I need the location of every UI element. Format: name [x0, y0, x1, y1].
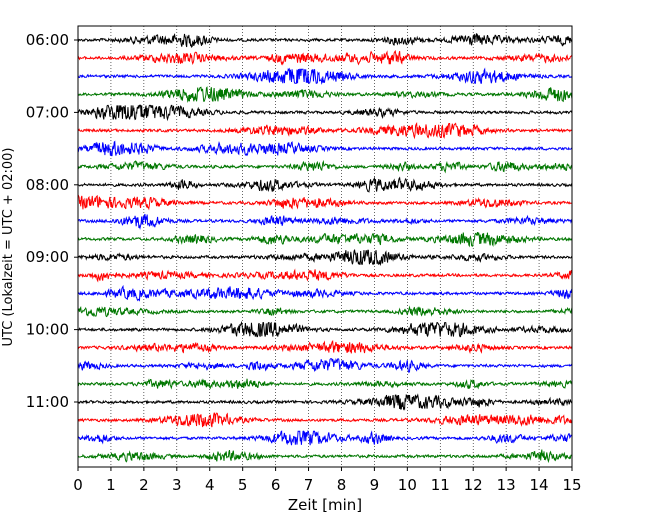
trace-line — [77, 86, 573, 103]
x-tick-label: 8 — [337, 476, 347, 494]
y-tick-label: 08:00 — [26, 176, 69, 194]
x-tick-label: 2 — [139, 476, 149, 494]
x-tick-label: 0 — [73, 476, 83, 494]
trace-line — [77, 213, 573, 230]
trace-line — [77, 49, 573, 66]
trace-line — [77, 284, 573, 302]
x-tick-label: 1 — [106, 476, 116, 494]
trace-line — [77, 104, 573, 122]
x-tick-label: 12 — [464, 476, 483, 494]
x-tick-label: 3 — [172, 476, 182, 494]
x-tick-label: 14 — [530, 476, 549, 494]
y-tick-label: 11:00 — [26, 393, 69, 411]
trace-line — [77, 449, 573, 464]
trace-line — [77, 429, 573, 446]
x-tick-label: 4 — [205, 476, 215, 494]
plot-frame — [77, 25, 573, 468]
x-axis-label: Zeit [min] — [288, 496, 362, 514]
x-tick-label: 13 — [497, 476, 516, 494]
trace-line — [77, 194, 573, 211]
y-tick-label: 10:00 — [26, 321, 69, 339]
x-tick-label: 7 — [304, 476, 314, 494]
trace-line — [77, 378, 573, 390]
trace-layer — [77, 33, 573, 464]
trace-line — [77, 121, 573, 140]
trace-line — [77, 340, 573, 355]
trace-line — [77, 320, 573, 338]
y-tick-label: 09:00 — [26, 248, 69, 266]
x-tick-label: 11 — [431, 476, 450, 494]
trace-line — [77, 358, 573, 374]
y-tick-label: 06:00 — [26, 31, 69, 49]
trace-line — [77, 176, 573, 193]
trace-line — [77, 67, 573, 85]
trace-line — [77, 248, 573, 267]
x-tick-label: 6 — [271, 476, 281, 494]
trace-line — [77, 305, 573, 318]
trace-line — [77, 412, 573, 428]
x-tick-label: 5 — [238, 476, 248, 494]
x-tick-label: 15 — [562, 476, 581, 494]
y-tick-label: 07:00 — [26, 103, 69, 121]
y-axis-ticks: 06:00 07:00 08:00 09:00 10:00 11:00 — [26, 31, 78, 411]
trace-line — [77, 33, 573, 49]
x-tick-label: 9 — [370, 476, 380, 494]
x-axis-ticks: 0 1 2 3 4 5 6 7 8 9 10 11 12 13 14 15 — [73, 467, 582, 494]
x-tick-label: 10 — [398, 476, 417, 494]
trace-line — [77, 140, 573, 157]
trace-line — [77, 393, 573, 411]
y-axis-label: UTC (Lokalzeit = UTC + 02:00) — [1, 148, 16, 347]
trace-line — [77, 231, 573, 248]
trace-line — [77, 159, 573, 174]
trace-line — [77, 268, 573, 283]
